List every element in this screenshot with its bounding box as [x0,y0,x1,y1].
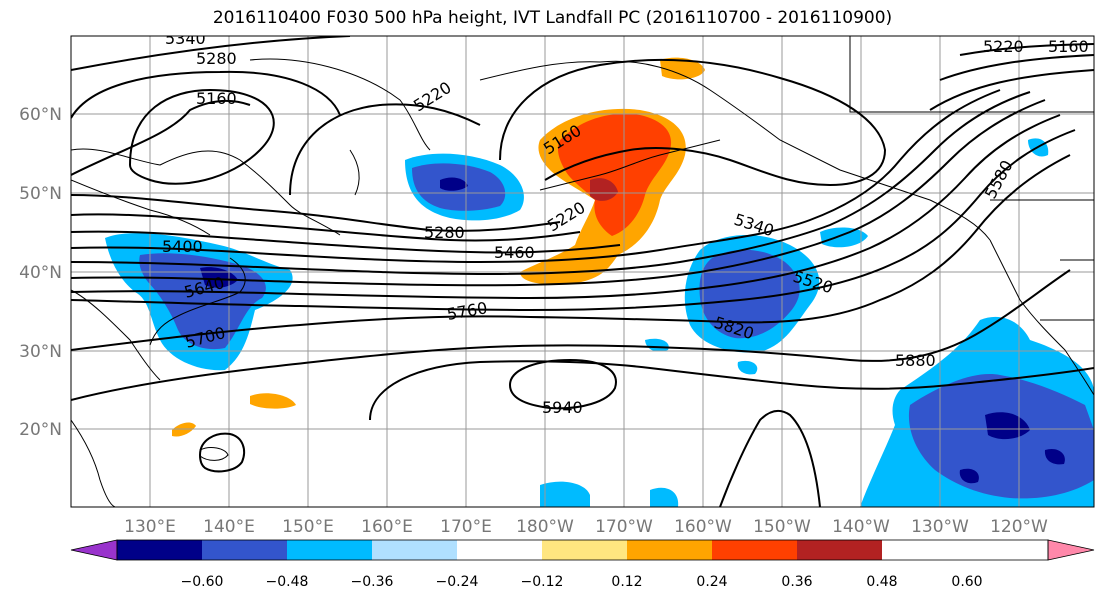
lon-label: 130°E [124,517,176,537]
colorbar-tick-labels: −0.60 −0.48 −0.36 −0.24 −0.12 0.12 0.24 … [181,574,983,590]
latitude-labels: 60°N 50°N 40°N 30°N 20°N [19,105,62,440]
colorbar-tick: 0.48 [866,574,897,590]
contour-label: 5280 [424,223,465,242]
colorbar-tick: 0.12 [611,574,642,590]
lon-label: 120°W [990,517,1048,537]
lon-label: 140°E [203,517,255,537]
colorbar-tick: −0.36 [351,574,394,590]
coastlines [71,36,1094,507]
colorbar-tick: −0.24 [436,574,479,590]
colorbar-extend-min [70,539,118,561]
colorbar-segment [287,540,372,560]
colorbar-outline [116,539,1049,561]
contour-label: 5160 [196,89,237,108]
contour-label: 5280 [196,49,237,68]
contour-label: 5400 [162,237,203,256]
map-frame [70,35,1095,508]
colorbar-extend-max [1047,539,1095,561]
colorbar-segment [202,540,287,560]
lat-label: 30°N [19,342,62,362]
colorbar-tick: 0.60 [951,574,982,590]
colorbar-tick: −0.60 [181,574,224,590]
height-contours [71,36,1094,507]
colorbar-tick: 0.36 [781,574,812,590]
colorbar-segment [627,540,712,560]
lat-label: 20°N [19,420,62,440]
lon-label: 170°W [595,517,653,537]
lon-label: 180°W [516,517,574,537]
colorbar-segment [542,540,627,560]
colorbar-segment [372,540,457,560]
lon-label: 170°E [440,517,492,537]
graticule [71,36,1094,507]
contour-label: 5880 [895,351,936,370]
map-title: 2016110400 F030 500 hPa height, IVT Land… [212,8,893,28]
lon-label: 160°E [361,517,413,537]
contour-label: 5940 [542,398,583,417]
colorbar-segment [117,540,202,560]
lon-label: 140°W [832,517,890,537]
lon-label: 130°W [911,517,969,537]
ivt-positive-shading [172,57,705,437]
colorbar-segment [457,540,542,560]
contour-label: 5460 [494,243,535,262]
lon-label: 150°E [282,517,334,537]
colorbar-tick: −0.12 [521,574,564,590]
lon-label: 150°W [753,517,811,537]
lat-label: 50°N [19,184,62,204]
colorbar-segment [712,540,797,560]
contour-label: 5220 [983,37,1024,56]
colorbar-segment [797,540,882,560]
contour-label: 5160 [1048,37,1089,56]
lat-label: 60°N [19,105,62,125]
colorbar-tick: 0.24 [696,574,727,590]
lat-label: 40°N [19,263,62,283]
contour-label: 5340 [165,29,206,48]
colorbar-tick: −0.48 [266,574,309,590]
colorbar [70,539,1095,561]
longitude-labels: 130°E 140°E 150°E 160°E 170°E 180°W 170°… [124,517,1048,537]
lon-label: 160°W [674,517,732,537]
